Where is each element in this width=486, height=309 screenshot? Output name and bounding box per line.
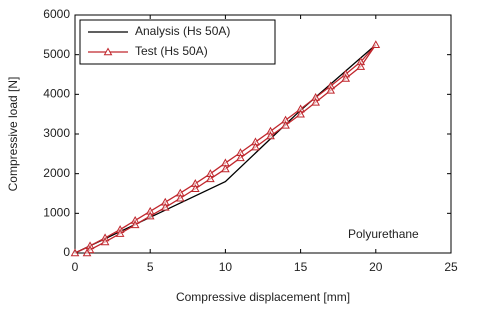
legend-label: Analysis (Hs 50A): [135, 24, 230, 38]
x-tick-label: 0: [72, 260, 79, 274]
marker: [296, 109, 305, 118]
marker: [281, 120, 290, 129]
y-axis-label: Compressive load [N]: [6, 77, 20, 192]
marker: [145, 211, 155, 220]
marker: [160, 202, 170, 211]
annotation: Polyurethane: [348, 227, 419, 241]
marker: [341, 73, 351, 82]
marker: [130, 220, 140, 229]
series-line: [74, 44, 377, 254]
series-line: [74, 44, 377, 254]
marker: [251, 142, 260, 151]
y-tick-label: 5000: [43, 47, 70, 61]
marker: [356, 62, 366, 70]
x-axis-label: Compressive displacement [mm]: [176, 290, 350, 304]
marker: [236, 153, 245, 162]
marker: [115, 229, 125, 237]
x-tick-label: 25: [444, 260, 458, 274]
y-tick-label: 1000: [43, 206, 70, 220]
y-tick-label: 0: [63, 245, 70, 259]
y-tick-label: 3000: [43, 126, 70, 140]
y-tick-label: 2000: [43, 166, 70, 180]
marker: [175, 193, 185, 202]
marker: [326, 85, 336, 94]
legend-box: [79, 19, 276, 65]
x-tick-label: 15: [294, 260, 308, 274]
marker: [221, 164, 230, 173]
x-tick-label: 20: [369, 260, 383, 274]
marker: [70, 248, 80, 257]
marker: [206, 174, 215, 183]
marker: [266, 131, 275, 140]
marker: [82, 248, 92, 257]
marker: [311, 97, 320, 106]
x-tick-label: 5: [147, 260, 154, 274]
marker: [371, 40, 381, 49]
marker: [100, 237, 110, 246]
marker: [190, 184, 200, 193]
legend-marker: [103, 47, 113, 56]
x-tick-label: 10: [219, 260, 233, 274]
y-tick-label: 6000: [43, 7, 70, 21]
legend-label: Test (Hs 50A): [135, 44, 208, 58]
y-tick-label: 4000: [43, 87, 70, 101]
